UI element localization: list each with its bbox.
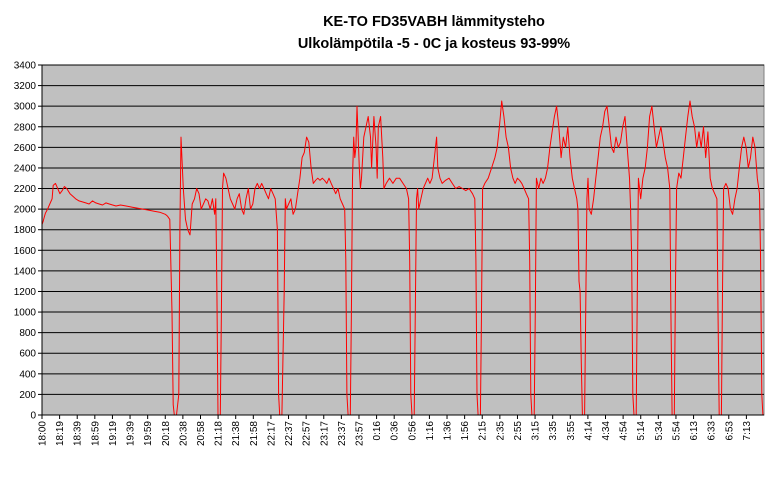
x-tick-label: 6:33 [707, 421, 718, 441]
y-tick-label: 1800 [14, 225, 37, 236]
y-tick-label: 1200 [14, 287, 37, 298]
x-tick-label: 19:39 [126, 421, 137, 446]
y-tick-label: 600 [19, 349, 36, 360]
chart-subtitle: Ulkolämpötila -5 - 0C ja kosteus 93-99% [297, 36, 571, 52]
x-tick-label: 22:57 [302, 421, 313, 446]
x-tick-label: 3:15 [531, 421, 542, 441]
x-tick-label: 6:13 [689, 421, 700, 441]
y-tick-label: 1600 [14, 246, 37, 257]
y-tick-label: 1400 [14, 266, 37, 277]
x-tick-label: 23:17 [319, 421, 330, 446]
x-tick-label: 23:37 [337, 421, 348, 446]
y-tick-label: 800 [19, 328, 36, 339]
x-tick-label: 5:14 [636, 421, 647, 441]
plot-area [41, 64, 765, 416]
x-tick-label: 4:14 [583, 421, 594, 441]
x-tick-label: 20:58 [196, 421, 207, 446]
x-tick-label: 1:16 [425, 421, 436, 441]
x-tick-label: 18:59 [90, 421, 101, 446]
x-tick-label: 18:19 [55, 421, 66, 446]
x-tick-label: 2:15 [478, 421, 489, 441]
chart-title: KE-TO FD35VABH lämmitysteho [323, 14, 545, 30]
y-tick-label: 3200 [14, 81, 37, 92]
x-tick-label: 5:34 [654, 421, 665, 441]
x-tick-label: 6:53 [724, 421, 735, 441]
x-tick-label: 1:36 [443, 421, 454, 441]
x-tick-label: 19:19 [108, 421, 119, 446]
x-tick-label: 3:35 [548, 421, 559, 441]
x-tick-label: 2:35 [495, 421, 506, 441]
x-axis: 18:00 18:19 18:39 18:59 19:19 19:39 19:59 20:18… [38, 415, 753, 446]
x-tick-label: 7:13 [742, 421, 753, 441]
y-tick-label: 2600 [14, 143, 37, 154]
series-line [41, 100, 764, 416]
x-tick-label: 22:37 [284, 421, 295, 446]
x-tick-label: 0:16 [372, 421, 383, 441]
y-tick-label: 0 [30, 411, 36, 422]
x-tick-label: 18:39 [73, 421, 84, 446]
y-tick-label: 3000 [14, 102, 37, 113]
x-tick-label: 3:55 [566, 421, 577, 441]
x-tick-label: 2:55 [513, 421, 524, 441]
x-tick-label: 4:34 [601, 421, 612, 441]
x-tick-label: 19:59 [143, 421, 154, 446]
x-tick-label: 20:38 [178, 421, 189, 446]
x-tick-label: 0:56 [407, 421, 418, 441]
y-axis: 0 200 400 600 800 1000 1200 1400 1600 1800 2000 220… [14, 61, 42, 422]
gridlines [42, 64, 764, 416]
y-tick-label: 200 [19, 390, 36, 401]
x-tick-label: 21:18 [214, 421, 225, 446]
y-tick-label: 2200 [14, 184, 37, 195]
y-tick-label: 2800 [14, 122, 37, 133]
x-tick-label: 21:38 [231, 421, 242, 446]
x-tick-label: 5:54 [671, 421, 682, 441]
x-tick-label: 1:56 [460, 421, 471, 441]
y-tick-label: 400 [19, 369, 36, 380]
x-tick-label: 18:00 [38, 421, 49, 446]
y-tick-label: 2000 [14, 205, 37, 216]
x-tick-label: 4:54 [619, 421, 630, 441]
x-tick-label: 21:58 [249, 421, 260, 446]
x-tick-label: 23:57 [354, 421, 365, 446]
series-group [41, 100, 764, 416]
y-tick-label: 1000 [14, 308, 37, 319]
x-tick-label: 0:36 [390, 421, 401, 441]
y-tick-label: 2400 [14, 163, 37, 174]
y-tick-label: 3400 [14, 61, 37, 72]
x-tick-label: 20:18 [161, 421, 172, 446]
x-tick-label: 22:17 [266, 421, 277, 446]
